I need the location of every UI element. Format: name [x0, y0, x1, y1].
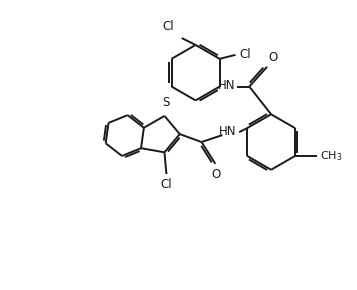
- Text: Cl: Cl: [162, 20, 174, 33]
- Text: HN: HN: [218, 79, 236, 92]
- Text: O: O: [212, 168, 221, 181]
- Text: S: S: [162, 96, 169, 109]
- Text: Cl: Cl: [240, 48, 251, 61]
- Text: HN: HN: [219, 125, 236, 138]
- Text: CH$_3$: CH$_3$: [320, 149, 342, 163]
- Text: Cl: Cl: [161, 178, 172, 191]
- Text: O: O: [268, 51, 277, 64]
